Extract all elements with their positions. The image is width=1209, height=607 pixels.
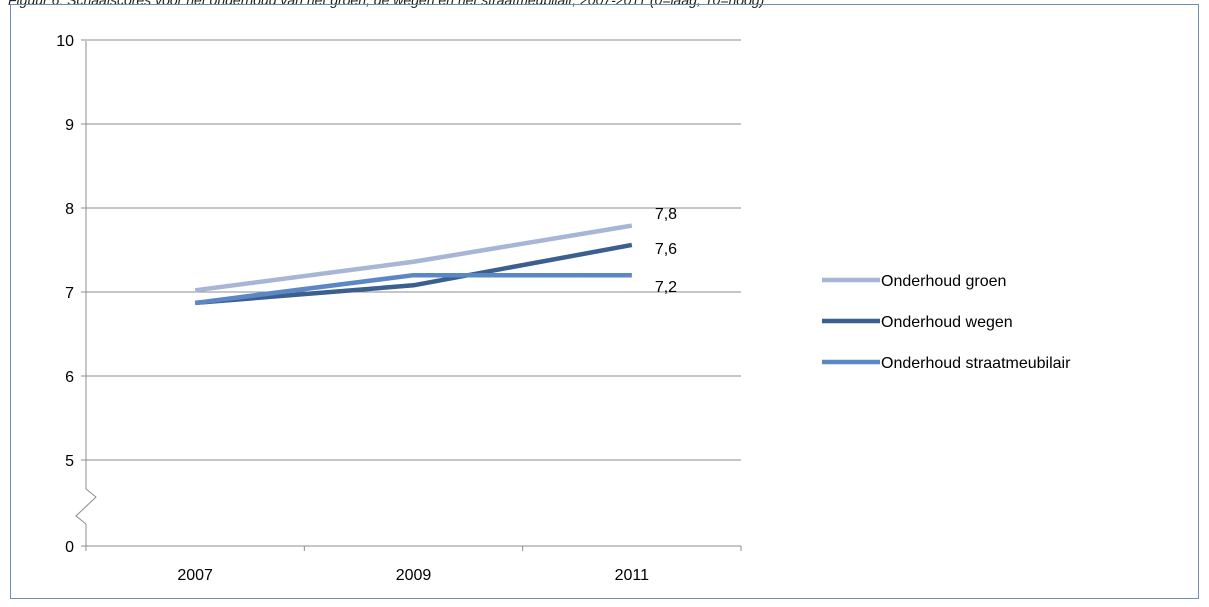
axis-break-icon bbox=[75, 488, 97, 525]
x-tick-label: 2007 bbox=[177, 567, 213, 584]
x-ticks: 2007 2009 2011 bbox=[85, 546, 742, 584]
y-tick-label: 8 bbox=[65, 201, 74, 218]
y-tick-label: 0 bbox=[65, 539, 74, 556]
y-tick-label: 9 bbox=[65, 117, 74, 134]
y-tick-label: 5 bbox=[65, 453, 74, 470]
series-line bbox=[194, 272, 632, 306]
legend: Onderhoud groen Onderhoud wegen Onderhoud … bbox=[822, 273, 1071, 372]
y-tick-label: 7 bbox=[65, 285, 74, 302]
axes bbox=[75, 41, 741, 547]
legend-label: Onderhoud straatmeubilair bbox=[881, 355, 1071, 372]
y-tick-label: 10 bbox=[56, 33, 74, 50]
chart-frame bbox=[10, 4, 1199, 599]
data-label: 7,8 bbox=[655, 206, 677, 223]
data-label: 7,6 bbox=[655, 241, 677, 258]
legend-label: Onderhoud groen bbox=[881, 273, 1006, 290]
data-label: 7,2 bbox=[655, 279, 677, 296]
end-labels: 7,8 7,6 7,2 bbox=[655, 206, 677, 296]
series-lines bbox=[194, 223, 633, 306]
y-tick-label: 6 bbox=[65, 369, 74, 386]
series-line bbox=[194, 223, 633, 293]
x-tick-label: 2009 bbox=[396, 567, 432, 584]
x-tick-label: 2011 bbox=[615, 567, 650, 584]
legend-label: Onderhoud wegen bbox=[881, 314, 1013, 331]
gridlines bbox=[86, 39, 741, 461]
series-line bbox=[194, 242, 633, 306]
y-ticks: 0 5 6 7 8 9 10 bbox=[56, 33, 86, 556]
